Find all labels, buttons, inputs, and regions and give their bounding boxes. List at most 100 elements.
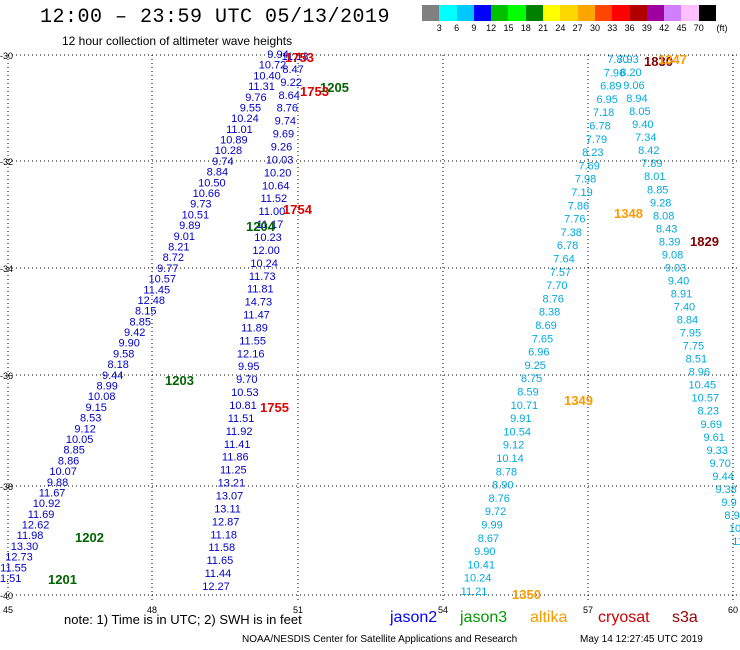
color-scale-tick: 3 xyxy=(436,23,442,33)
wave-height-value: 8.84 xyxy=(207,167,228,179)
wave-height-value: 9.42 xyxy=(124,327,145,339)
wave-height-value: 7.95 xyxy=(680,328,701,340)
wave-height-value: 9.12 xyxy=(74,423,95,435)
credit-line: NOAA/NESDIS Center for Satellite Applica… xyxy=(242,634,518,645)
wave-height-value: 8.18 xyxy=(107,359,128,371)
wave-height-value: 8.84 xyxy=(677,315,698,327)
wave-height-value: 9.28 xyxy=(650,197,671,209)
wave-height-value: 6.89 xyxy=(600,81,621,93)
wave-height-value: 10.72 xyxy=(259,60,287,72)
wave-height-value: 9.95 xyxy=(238,361,259,373)
wave-height-value: 9.40 xyxy=(668,275,689,287)
wave-height-value: 7.70 xyxy=(546,280,567,292)
wave-height-value: 11.41 xyxy=(224,439,251,451)
wave-height-value: 10.24 xyxy=(231,113,259,125)
color-scale-tick: 6 xyxy=(454,23,460,33)
wave-height-value: 11.51 xyxy=(228,413,255,425)
wave-height-value: 10.89 xyxy=(220,135,248,147)
pass-time-label: 1754 xyxy=(283,202,313,217)
wave-height-value: 6.95 xyxy=(596,94,617,106)
wave-height-value: 8.21 xyxy=(168,241,189,253)
wave-height-value: 11.58 xyxy=(208,542,235,554)
wave-height-value: 10.53 xyxy=(231,387,259,399)
wave-height-value: 13.11 xyxy=(214,503,241,515)
color-scale-tick: 18 xyxy=(520,23,531,33)
pass-time-label: 1350 xyxy=(512,587,541,602)
pass-time-label: 1205 xyxy=(320,80,349,95)
pass-time-label: 1830 xyxy=(644,54,673,69)
wave-height-value: 10.71 xyxy=(511,400,539,412)
wave-height-value: 11.01 xyxy=(226,124,253,136)
legend-entry-s3a: s3a xyxy=(672,609,698,626)
wave-height-value: 7.89 xyxy=(641,158,662,170)
wave-height-value: 10.07 xyxy=(49,466,77,478)
color-scale-swatch xyxy=(594,5,613,21)
pass-time-label: 1753 xyxy=(300,84,329,99)
wave-height-value: 9.61 xyxy=(704,432,725,444)
color-scale-tick: 27 xyxy=(572,23,583,33)
wave-height-value: 8.20 xyxy=(620,67,641,79)
wave-height-value: 10.41 xyxy=(467,559,495,571)
wave-height-value: 8.94 xyxy=(626,93,647,105)
wave-height-value: 7.57 xyxy=(550,267,571,279)
latitude-label: -32 xyxy=(0,157,13,167)
latitude-label: -36 xyxy=(0,371,13,381)
wave-height-value: 10.54 xyxy=(503,426,531,438)
wave-height-value: 6.78 xyxy=(557,240,578,252)
wave-height-value: 8.05 xyxy=(629,106,650,118)
wave-height-value: 8.67 xyxy=(478,533,499,545)
wave-height-value: 10.23 xyxy=(254,232,282,244)
color-scale-swatch xyxy=(629,5,647,21)
wave-height-value: 10.57 xyxy=(149,274,177,286)
longitude-label: 48 xyxy=(147,605,157,615)
wave-height-value: 10.64 xyxy=(262,180,290,192)
wave-height-value: 11.73 xyxy=(249,271,276,283)
wave-height-value: 11.69 xyxy=(28,509,55,521)
wave-height-value: 11.18 xyxy=(210,529,237,541)
wave-height-value: 9.44 xyxy=(102,370,123,382)
wave-height-value: 9.06 xyxy=(623,80,644,92)
wave-height-value: 9.72 xyxy=(485,506,506,518)
longitude-label: 54 xyxy=(438,605,448,615)
color-scale-swatch xyxy=(698,5,717,21)
page-subtitle: 12 hour collection of altimeter wave hei… xyxy=(62,34,293,48)
wave-height-value: 7.18 xyxy=(593,107,614,119)
wave-height-value: 7.96 xyxy=(604,67,625,79)
color-scale-tick: 12 xyxy=(486,23,497,33)
wave-height-value: 9.88 xyxy=(47,477,68,489)
color-scale-labels: 3 6 9 12 15 18 21 24 27 30 33 36 39 42 45 70 (ft) xyxy=(422,23,740,35)
wave-height-value: 11.51 xyxy=(0,573,21,585)
wave-height-value: 10.14 xyxy=(496,453,524,465)
wave-height-value: 8.9 xyxy=(724,510,739,522)
wave-height-value: 11.47 xyxy=(243,310,270,322)
wave-height-value: 8.23 xyxy=(582,147,603,159)
wave-height-value: 9.69 xyxy=(701,419,722,431)
wave-height-value: 7.75 xyxy=(683,341,704,353)
color-scale-tick: 15 xyxy=(503,23,514,33)
wave-height-value: 9.74 xyxy=(212,156,233,168)
wave-height-value: 9.33 xyxy=(706,445,727,457)
wave-height-value: 10.28 xyxy=(215,145,243,157)
wave-height-value: 9.08 xyxy=(662,249,683,261)
wave-height-value: 8.43 xyxy=(656,223,677,235)
wave-height-value: 11.67 xyxy=(39,487,66,499)
wave-height-value: 12.48 xyxy=(137,295,165,307)
color-scale-swatch xyxy=(646,5,665,21)
wave-height-value: 14.73 xyxy=(245,297,273,309)
wave-height-value: 9.91 xyxy=(510,413,531,425)
wave-height-value: 9.03 xyxy=(665,262,686,274)
wave-height-value: 8.51 xyxy=(686,354,707,366)
wave-height-value: 10.08 xyxy=(88,391,116,403)
wave-height-value: 11.17 xyxy=(257,219,284,231)
wave-height-value: 8.78 xyxy=(496,466,517,478)
wave-height-value: 12.73 xyxy=(5,552,33,564)
color-scale-tick: 42 xyxy=(659,23,670,33)
wave-height-value: 10.92 xyxy=(33,498,61,510)
wave-height-value: 8.76 xyxy=(488,493,509,505)
color-scale-swatch xyxy=(681,5,699,21)
wave-height-value: 10.03 xyxy=(266,154,294,166)
longitude-label: 45 xyxy=(3,605,13,615)
wave-height-value: 9.99 xyxy=(481,520,502,532)
wave-height-value: 9.90 xyxy=(474,546,495,558)
wave-height-value: 12.00 xyxy=(252,245,280,257)
